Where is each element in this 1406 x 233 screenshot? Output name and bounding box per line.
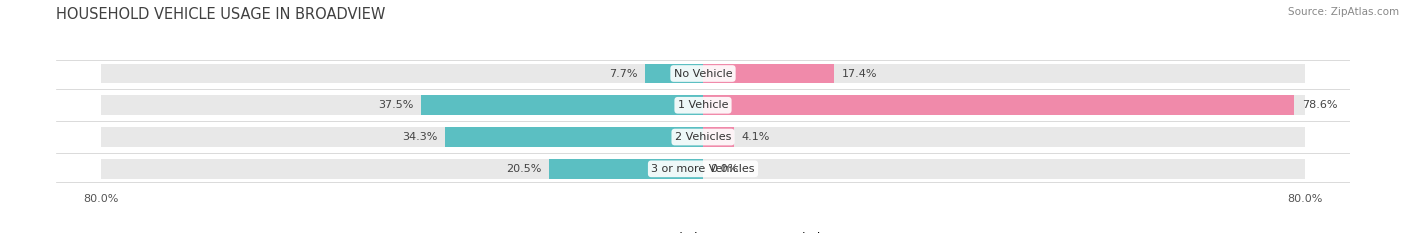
Bar (101, 159, 703, 179)
Text: Source: ZipAtlas.com: Source: ZipAtlas.com (1288, 7, 1399, 17)
Bar (446, 127, 703, 147)
Bar (703, 64, 834, 83)
Bar (101, 64, 703, 83)
Text: No Vehicle: No Vehicle (673, 69, 733, 79)
Legend: Owner-occupied, Renter-occupied: Owner-occupied, Renter-occupied (579, 228, 827, 233)
Bar (420, 96, 703, 115)
Text: 78.6%: 78.6% (1302, 100, 1337, 110)
Bar (703, 159, 1305, 179)
Bar (645, 64, 703, 83)
Bar (101, 96, 703, 115)
Text: HOUSEHOLD VEHICLE USAGE IN BROADVIEW: HOUSEHOLD VEHICLE USAGE IN BROADVIEW (56, 7, 385, 22)
Text: 20.5%: 20.5% (506, 164, 541, 174)
Text: 17.4%: 17.4% (841, 69, 877, 79)
Text: 3 or more Vehicles: 3 or more Vehicles (651, 164, 755, 174)
Text: 0.0%: 0.0% (710, 164, 738, 174)
Bar (703, 64, 1305, 83)
Bar (703, 96, 1305, 115)
Text: 34.3%: 34.3% (402, 132, 437, 142)
Bar (703, 127, 734, 147)
Bar (703, 127, 1305, 147)
Text: 7.7%: 7.7% (609, 69, 637, 79)
Bar (548, 159, 703, 179)
Text: 1 Vehicle: 1 Vehicle (678, 100, 728, 110)
Text: 2 Vehicles: 2 Vehicles (675, 132, 731, 142)
Bar (703, 96, 1294, 115)
Text: 4.1%: 4.1% (741, 132, 769, 142)
Text: 37.5%: 37.5% (378, 100, 413, 110)
Bar (101, 127, 703, 147)
